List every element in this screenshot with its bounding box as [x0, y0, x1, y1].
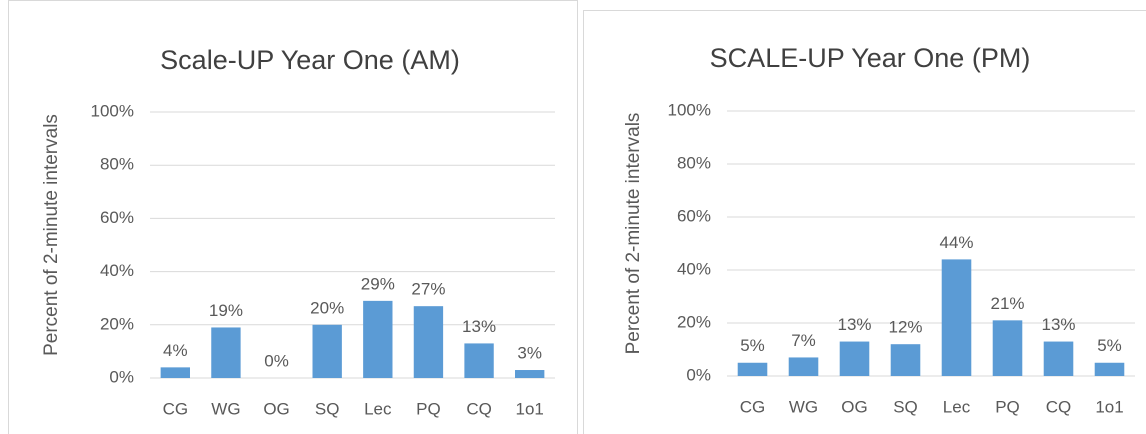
x-tick-label: Lec	[943, 397, 971, 416]
y-tick-label: 80%	[100, 155, 134, 174]
x-tick-label: CQ	[1046, 397, 1072, 416]
data-label: 12%	[888, 318, 922, 337]
data-label: 13%	[462, 317, 496, 336]
bar	[363, 300, 393, 378]
bar	[992, 320, 1023, 376]
bar	[839, 341, 870, 376]
y-axis-label: Percent of 2-minute intervals	[623, 113, 644, 355]
chart-frame	[583, 10, 1146, 434]
bar	[1094, 362, 1125, 376]
x-tick-label: PQ	[416, 399, 441, 418]
data-label: 19%	[209, 301, 243, 320]
x-tick-label: WG	[789, 397, 818, 416]
chart-title: SCALE-UP Year One (PM)	[710, 43, 1031, 73]
data-label: 21%	[990, 294, 1024, 313]
bar	[211, 327, 241, 378]
x-tick-label: SQ	[893, 397, 918, 416]
y-tick-label: 100%	[91, 101, 134, 120]
bar	[788, 357, 819, 376]
data-label: 4%	[163, 341, 188, 360]
bar	[890, 344, 921, 376]
chart-frame	[8, 0, 578, 434]
y-tick-label: 20%	[677, 312, 711, 331]
data-label: 5%	[1097, 336, 1122, 355]
x-tick-label: OG	[841, 397, 867, 416]
x-tick-label: CQ	[466, 399, 492, 418]
bar	[312, 324, 342, 378]
x-tick-label: Lec	[364, 399, 392, 418]
data-label: 5%	[740, 336, 765, 355]
x-tick-label: CG	[740, 397, 766, 416]
y-tick-label: 60%	[677, 206, 711, 225]
x-tick-label: WG	[211, 399, 240, 418]
y-tick-label: 20%	[100, 314, 134, 333]
x-tick-label: 1o1	[1095, 397, 1123, 416]
y-tick-label: 60%	[100, 208, 134, 227]
y-tick-label: 0%	[686, 365, 711, 384]
bar	[941, 259, 972, 376]
y-axis-label: Percent of 2-minute intervals	[41, 114, 62, 356]
chart-title: Scale-UP Year One (AM)	[160, 45, 460, 75]
data-label: 27%	[411, 280, 445, 299]
bar	[737, 362, 768, 376]
data-label: 13%	[1041, 315, 1075, 334]
bar	[515, 370, 545, 378]
data-label: 7%	[791, 331, 816, 350]
data-label: 44%	[939, 233, 973, 252]
x-tick-label: SQ	[315, 399, 340, 418]
x-tick-label: PQ	[995, 397, 1020, 416]
data-label: 3%	[517, 344, 542, 363]
data-label: 0%	[264, 351, 289, 370]
x-tick-label: CG	[163, 399, 189, 418]
data-label: 13%	[837, 315, 871, 334]
y-tick-label: 0%	[109, 367, 134, 386]
data-label: 29%	[361, 274, 395, 293]
data-label: 20%	[310, 298, 344, 317]
bar	[464, 343, 494, 378]
y-tick-label: 80%	[677, 153, 711, 172]
x-tick-label: 1o1	[516, 399, 544, 418]
x-tick-label: OG	[263, 399, 289, 418]
y-tick-label: 40%	[100, 261, 134, 280]
bar	[413, 306, 444, 378]
y-tick-label: 40%	[677, 259, 711, 278]
bar	[160, 367, 190, 378]
y-tick-label: 100%	[668, 100, 711, 119]
bar	[1043, 341, 1074, 376]
